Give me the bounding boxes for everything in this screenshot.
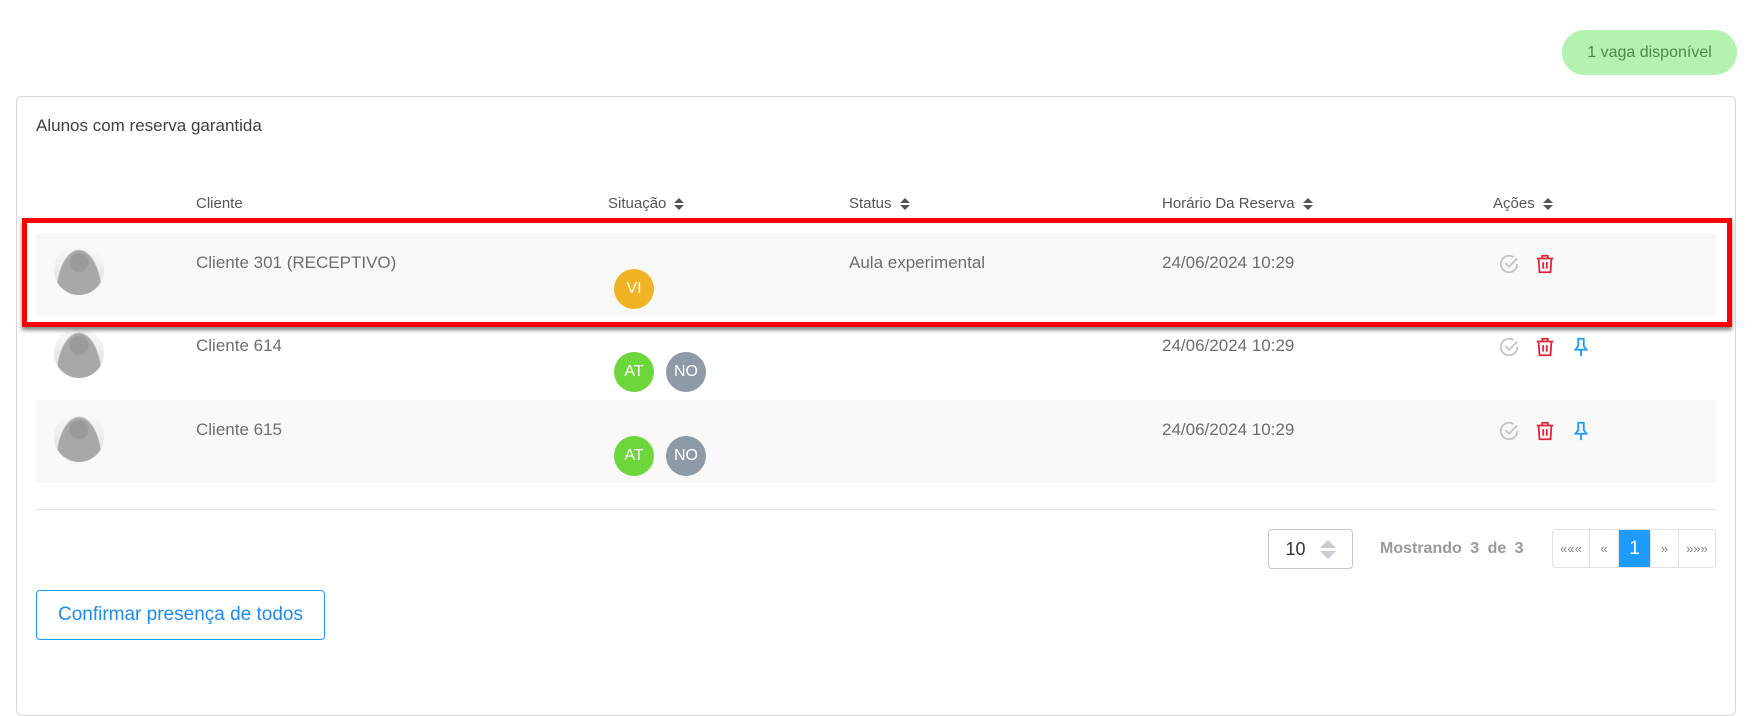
situation-badges: AT NO — [614, 352, 706, 392]
divider — [36, 509, 1716, 510]
showing-count: Mostrando 3 de 3 — [1380, 540, 1524, 557]
column-label: Status — [849, 195, 892, 212]
trash-icon[interactable] — [1534, 336, 1556, 363]
pin-icon[interactable] — [1570, 336, 1592, 363]
situation-badge: NO — [666, 436, 706, 476]
situation-badges: AT NO — [614, 436, 706, 476]
column-header-status[interactable]: Status — [849, 195, 910, 212]
sort-icon[interactable] — [899, 197, 910, 210]
column-header-situacao[interactable]: Situação — [608, 195, 685, 212]
trash-icon[interactable] — [1534, 253, 1556, 280]
client-name[interactable]: Cliente 615 — [196, 420, 283, 439]
column-label: Cliente — [196, 195, 243, 212]
sort-icon[interactable] — [1302, 197, 1313, 210]
sort-icon[interactable] — [674, 197, 685, 210]
page-size-value: 10 — [1285, 538, 1306, 559]
confirm-all-button[interactable]: Confirmar presença de todos — [36, 590, 325, 640]
last-page-button[interactable]: »»» — [1678, 530, 1715, 567]
situation-badge: AT — [614, 352, 654, 392]
page-1-button[interactable]: 1 — [1618, 530, 1650, 567]
pagination: ««« « 1 » »»» — [1552, 529, 1716, 568]
prev-page-button[interactable]: « — [1589, 530, 1618, 567]
sort-icon[interactable] — [1542, 197, 1553, 210]
column-label: Situação — [608, 195, 667, 212]
highlight-box — [22, 218, 1732, 327]
reservation-time: 24/06/2024 10:29 — [1162, 253, 1295, 272]
client-name[interactable]: Cliente 301 (RECEPTIVO) — [196, 253, 397, 272]
availability-badge: 1 vaga disponível — [1562, 30, 1737, 75]
check-icon[interactable] — [1498, 336, 1520, 363]
row-actions — [1498, 336, 1592, 363]
column-header-horario[interactable]: Horário Da Reserva — [1162, 195, 1313, 212]
column-label: Horário Da Reserva — [1162, 195, 1295, 212]
situation-badge: AT — [614, 436, 654, 476]
row-actions — [1498, 420, 1592, 447]
reservation-time: 24/06/2024 10:29 — [1162, 420, 1295, 439]
column-header-acoes[interactable]: Ações — [1493, 195, 1553, 212]
card-title: Alunos com reserva garantida — [36, 116, 262, 135]
pin-icon[interactable] — [1570, 420, 1592, 447]
client-name[interactable]: Cliente 614 — [196, 336, 283, 355]
situation-badge: VI — [614, 269, 654, 309]
avatar — [54, 328, 104, 378]
spinner-icon — [1319, 539, 1336, 559]
situation-badge: NO — [666, 352, 706, 392]
row-actions — [1498, 253, 1556, 280]
table-row: Cliente 615 AT NO 24/06/2024 10:29 — [36, 400, 1716, 483]
check-icon[interactable] — [1498, 253, 1520, 280]
next-page-button[interactable]: » — [1650, 530, 1678, 567]
check-icon[interactable] — [1498, 420, 1520, 447]
situation-badges: VI — [614, 269, 654, 309]
page-size-select[interactable]: 10 — [1268, 529, 1353, 569]
status-text: Aula experimental — [849, 253, 986, 272]
reservation-time: 24/06/2024 10:29 — [1162, 336, 1295, 355]
column-header-cliente: Cliente — [196, 195, 243, 212]
table-row: Cliente 301 (RECEPTIVO) VI Aula experime… — [36, 233, 1716, 316]
table-row: Cliente 614 AT NO 24/06/2024 10:29 — [36, 316, 1716, 399]
avatar — [54, 412, 104, 462]
avatar — [54, 245, 104, 295]
first-page-button[interactable]: ««« — [1560, 541, 1582, 556]
column-label: Ações — [1493, 195, 1535, 212]
trash-icon[interactable] — [1534, 420, 1556, 447]
